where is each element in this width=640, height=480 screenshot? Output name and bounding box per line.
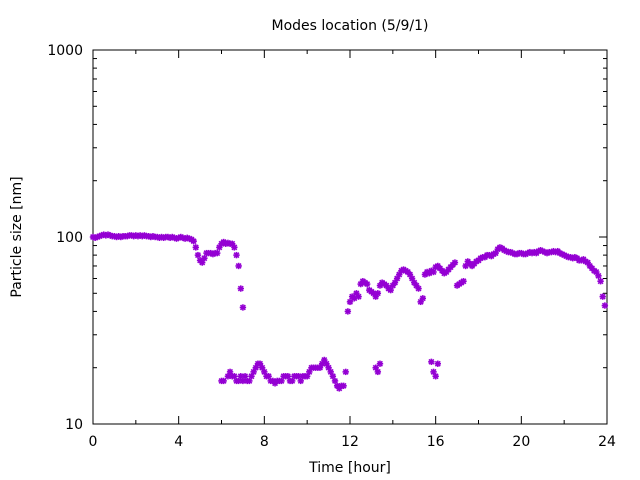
data-point-mode-1 bbox=[235, 262, 242, 270]
data-point-mode-2 bbox=[428, 358, 435, 366]
data-point-mode-2 bbox=[246, 377, 253, 385]
data-point-mode-1 bbox=[460, 278, 467, 285]
y-tick-label: 1000 bbox=[47, 43, 83, 59]
data-point-mode-2 bbox=[434, 360, 442, 367]
x-tick-label: 20 bbox=[512, 434, 530, 450]
x-tick-label: 16 bbox=[427, 434, 445, 450]
data-point-mode-2 bbox=[372, 364, 379, 371]
axis-tick-labels: 0 4 8 12 16 20 24 10 100 1000 bbox=[47, 43, 616, 450]
data-point-mode-2 bbox=[220, 377, 227, 385]
data-point-mode-1 bbox=[190, 237, 197, 245]
data-point-mode-2 bbox=[374, 368, 382, 376]
data-point-mode-1 bbox=[599, 293, 606, 300]
data-point-mode-2 bbox=[342, 368, 349, 376]
data-point-mode-1 bbox=[194, 251, 202, 259]
data-point-mode-2 bbox=[376, 360, 384, 367]
data-point-mode-1 bbox=[233, 251, 240, 259]
y-tick-label: 100 bbox=[56, 230, 83, 246]
data-point-mode-1 bbox=[419, 295, 427, 302]
data-point-mode-1 bbox=[374, 290, 382, 297]
x-tick-label: 12 bbox=[341, 434, 359, 450]
data-point-mode-2 bbox=[331, 377, 339, 385]
x-tick-label: 0 bbox=[89, 434, 98, 450]
data-point-mode-1 bbox=[201, 255, 208, 262]
x-tick-label: 8 bbox=[260, 434, 269, 450]
data-point-mode-2 bbox=[340, 382, 347, 390]
data-point-mode-1 bbox=[415, 285, 422, 292]
data-point-mode-1 bbox=[413, 282, 420, 289]
data-point-mode-1 bbox=[355, 293, 362, 300]
data-point-mode-1 bbox=[214, 249, 221, 257]
data-point-mode-1 bbox=[231, 244, 238, 251]
data-point-mode-1 bbox=[601, 302, 609, 309]
chart-title: Modes location (5/9/1) bbox=[272, 18, 429, 34]
data-point-mode-1 bbox=[451, 259, 459, 266]
data-point-mode-1 bbox=[430, 268, 437, 276]
data-point-mode-1 bbox=[363, 280, 371, 288]
x-axis-label: Time [hour] bbox=[308, 460, 391, 476]
data-point-mode-1 bbox=[237, 285, 244, 292]
data-points bbox=[89, 231, 609, 392]
data-point-mode-1 bbox=[597, 278, 604, 285]
data-point-mode-1 bbox=[239, 304, 247, 311]
data-point-mode-1 bbox=[192, 244, 200, 251]
x-tick-label: 4 bbox=[174, 434, 183, 450]
y-axis-label: Particle size [nm] bbox=[9, 176, 25, 297]
data-point-mode-2 bbox=[432, 373, 439, 380]
data-point-mode-1 bbox=[344, 308, 352, 315]
data-point-mode-1 bbox=[595, 272, 602, 280]
x-tick-label: 24 bbox=[598, 434, 616, 450]
y-tick-label: 10 bbox=[65, 417, 83, 433]
axis-ticks bbox=[92, 49, 608, 425]
